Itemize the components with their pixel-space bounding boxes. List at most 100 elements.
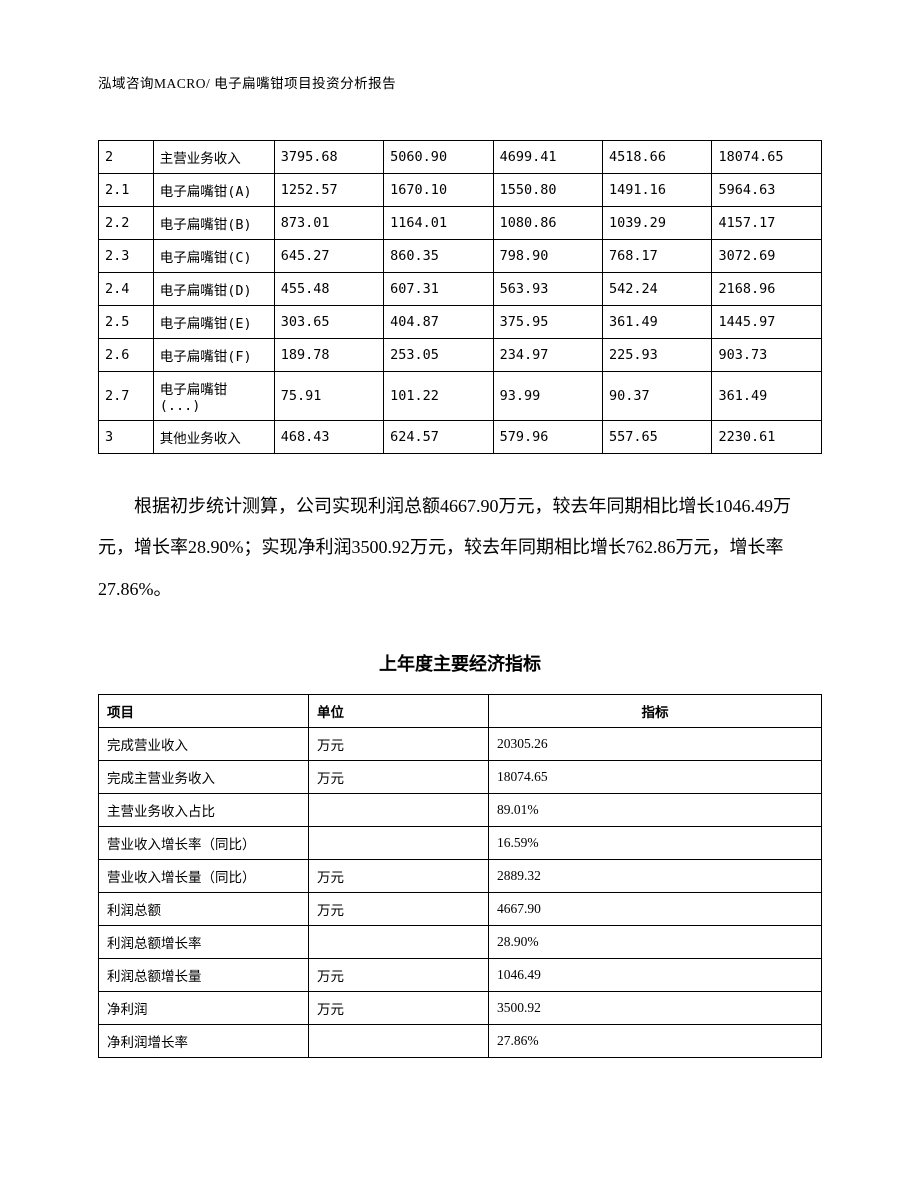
- table-cell: 2.4: [99, 273, 154, 306]
- table-cell: 万元: [309, 893, 489, 926]
- table-cell: 253.05: [384, 339, 493, 372]
- table-cell: 225.93: [603, 339, 712, 372]
- table-cell: 768.17: [603, 240, 712, 273]
- table-row: 完成主营业务收入万元18074.65: [99, 761, 822, 794]
- table-cell: 18074.65: [712, 141, 822, 174]
- table-cell: 234.97: [493, 339, 602, 372]
- table-cell: 28.90%: [489, 926, 822, 959]
- table-cell: 16.59%: [489, 827, 822, 860]
- table-cell: 1550.80: [493, 174, 602, 207]
- table-cell: 101.22: [384, 372, 493, 421]
- table-cell: 303.65: [274, 306, 383, 339]
- table-cell: 4518.66: [603, 141, 712, 174]
- summary-text: 根据初步统计测算，公司实现利润总额4667.90万元，较去年同期相比增长1046…: [98, 496, 791, 599]
- table-row: 2.2电子扁嘴钳(B)873.011164.011080.861039.2941…: [99, 207, 822, 240]
- table2-header-row: 项目 单位 指标: [99, 695, 822, 728]
- table-cell: 其他业务收入: [153, 421, 274, 454]
- table-cell: 净利润增长率: [99, 1025, 309, 1058]
- table-cell: 361.49: [603, 306, 712, 339]
- table-cell: 4699.41: [493, 141, 602, 174]
- table-cell: 主营业务收入: [153, 141, 274, 174]
- table-cell: 3500.92: [489, 992, 822, 1025]
- table-cell: 645.27: [274, 240, 383, 273]
- table-cell: 4667.90: [489, 893, 822, 926]
- table-cell: 361.49: [712, 372, 822, 421]
- table-cell: 5964.63: [712, 174, 822, 207]
- table-cell: 3072.69: [712, 240, 822, 273]
- table2-title: 上年度主要经济指标: [98, 650, 822, 676]
- table-cell: 542.24: [603, 273, 712, 306]
- table-row: 利润总额增长量万元1046.49: [99, 959, 822, 992]
- table-row: 净利润万元3500.92: [99, 992, 822, 1025]
- table-cell: [309, 827, 489, 860]
- table-cell: 利润总额: [99, 893, 309, 926]
- table-row: 利润总额万元4667.90: [99, 893, 822, 926]
- table-cell: 27.86%: [489, 1025, 822, 1058]
- table-cell: 1445.97: [712, 306, 822, 339]
- table-cell: [309, 1025, 489, 1058]
- table-cell: 579.96: [493, 421, 602, 454]
- table-cell: 利润总额增长量: [99, 959, 309, 992]
- table-row: 2主营业务收入3795.685060.904699.414518.6618074…: [99, 141, 822, 174]
- summary-paragraph: 根据初步统计测算，公司实现利润总额4667.90万元，较去年同期相比增长1046…: [98, 486, 822, 610]
- table-cell: 电子扁嘴钳(...): [153, 372, 274, 421]
- table-cell: 563.93: [493, 273, 602, 306]
- table-cell: 1491.16: [603, 174, 712, 207]
- table-cell: 2889.32: [489, 860, 822, 893]
- table-cell: 2.1: [99, 174, 154, 207]
- table-cell: 903.73: [712, 339, 822, 372]
- table-row: 2.1电子扁嘴钳(A)1252.571670.101550.801491.165…: [99, 174, 822, 207]
- table-cell: 1080.86: [493, 207, 602, 240]
- table-cell: 20305.26: [489, 728, 822, 761]
- table-cell: 607.31: [384, 273, 493, 306]
- table-cell: 5060.90: [384, 141, 493, 174]
- header-text: 泓域咨询MACRO/ 电子扁嘴钳项目投资分析报告: [98, 76, 396, 91]
- table-cell: 2.2: [99, 207, 154, 240]
- table-cell: 电子扁嘴钳(F): [153, 339, 274, 372]
- table-cell: 455.48: [274, 273, 383, 306]
- table-row: 完成营业收入万元20305.26: [99, 728, 822, 761]
- table-cell: 18074.65: [489, 761, 822, 794]
- table-cell: 万元: [309, 992, 489, 1025]
- table2-header-unit: 单位: [309, 695, 489, 728]
- table-cell: 电子扁嘴钳(A): [153, 174, 274, 207]
- table2-header-project: 项目: [99, 695, 309, 728]
- table-row: 营业收入增长量（同比）万元2889.32: [99, 860, 822, 893]
- table-cell: 1252.57: [274, 174, 383, 207]
- table-cell: 860.35: [384, 240, 493, 273]
- table-row: 2.5电子扁嘴钳(E)303.65404.87375.95361.491445.…: [99, 306, 822, 339]
- table-cell: 净利润: [99, 992, 309, 1025]
- table-cell: 万元: [309, 761, 489, 794]
- table-cell: 电子扁嘴钳(D): [153, 273, 274, 306]
- table-cell: 万元: [309, 728, 489, 761]
- table-cell: 万元: [309, 860, 489, 893]
- economic-indicators-table: 项目 单位 指标 完成营业收入万元20305.26完成主营业务收入万元18074…: [98, 694, 822, 1058]
- table-cell: 3: [99, 421, 154, 454]
- table-row: 净利润增长率 27.86%: [99, 1025, 822, 1058]
- table-row: 营业收入增长率（同比） 16.59%: [99, 827, 822, 860]
- table-cell: 468.43: [274, 421, 383, 454]
- table-cell: 404.87: [384, 306, 493, 339]
- table-row: 3其他业务收入468.43624.57579.96557.652230.61: [99, 421, 822, 454]
- table-cell: 89.01%: [489, 794, 822, 827]
- table-cell: 2230.61: [712, 421, 822, 454]
- table-cell: 189.78: [274, 339, 383, 372]
- table-cell: 3795.68: [274, 141, 383, 174]
- table-cell: 1039.29: [603, 207, 712, 240]
- table-cell: 1164.01: [384, 207, 493, 240]
- table-row: 利润总额增长率 28.90%: [99, 926, 822, 959]
- table-cell: 完成主营业务收入: [99, 761, 309, 794]
- table-cell: 营业收入增长量（同比）: [99, 860, 309, 893]
- table-row: 2.4电子扁嘴钳(D)455.48607.31563.93542.242168.…: [99, 273, 822, 306]
- table-row: 2.6电子扁嘴钳(F)189.78253.05234.97225.93903.7…: [99, 339, 822, 372]
- table-cell: 624.57: [384, 421, 493, 454]
- table-cell: 电子扁嘴钳(E): [153, 306, 274, 339]
- table-cell: 2168.96: [712, 273, 822, 306]
- table-cell: 1046.49: [489, 959, 822, 992]
- table-cell: 2.6: [99, 339, 154, 372]
- table-cell: 557.65: [603, 421, 712, 454]
- table-cell: 利润总额增长率: [99, 926, 309, 959]
- table-cell: 营业收入增长率（同比）: [99, 827, 309, 860]
- table-cell: 万元: [309, 959, 489, 992]
- table-cell: 2.7: [99, 372, 154, 421]
